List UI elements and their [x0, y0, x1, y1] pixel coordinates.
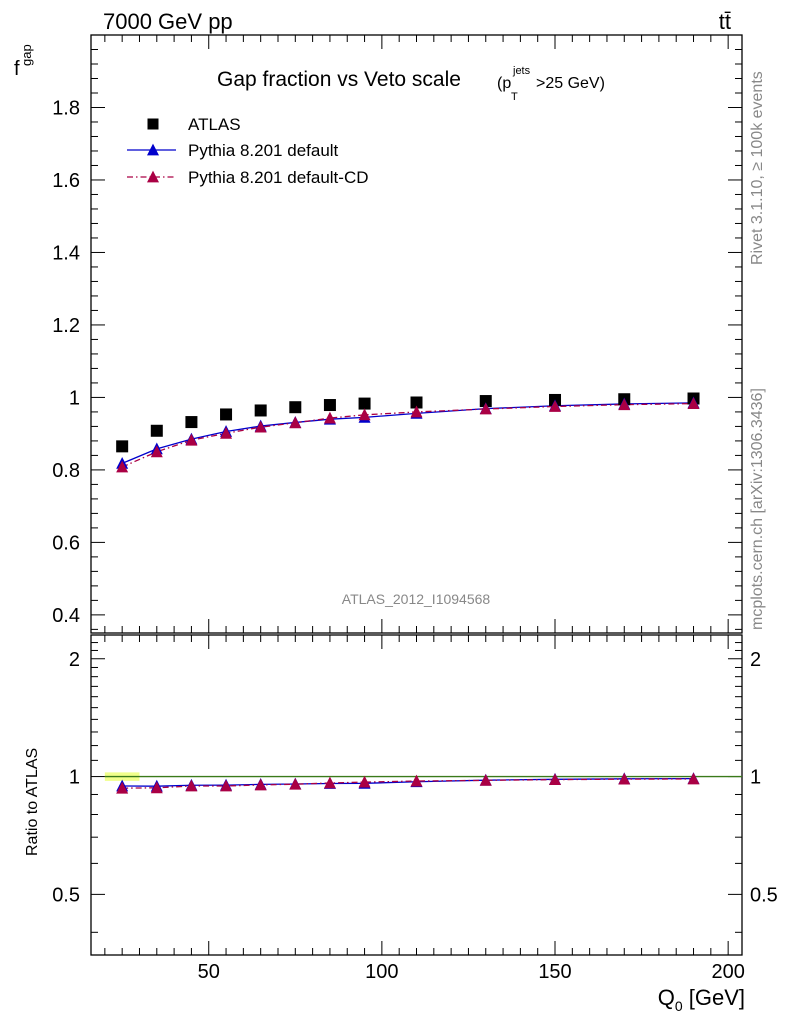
- data-point-triangle: [116, 460, 129, 473]
- ratio-series-line: [122, 777, 694, 787]
- main-y-axis-label: f: [14, 58, 20, 80]
- data-point-triangle: [323, 411, 336, 424]
- data-point-triangle: [358, 408, 371, 421]
- ratio-y-tick-label-right: 0.5: [750, 884, 778, 906]
- ratio-data-point: [358, 775, 371, 788]
- header-left: 7000 GeV pp: [103, 9, 233, 34]
- data-point-atlas: [410, 396, 423, 409]
- data-point-triangle: [479, 402, 492, 415]
- main-y-tick-label: 0.8: [52, 460, 80, 482]
- chart-title-suffix-sub: T: [511, 91, 518, 103]
- ratio-data-point: [150, 781, 163, 794]
- ratio-data-point: [185, 779, 198, 792]
- data-point-triangle: [185, 433, 198, 446]
- main-y-tick-label: 0.4: [52, 605, 80, 627]
- main-y-tick-label: 1.8: [52, 97, 80, 119]
- main-y-tick-label: 1: [69, 387, 80, 409]
- legend-marker-triangle: [147, 170, 159, 183]
- side-text-mcplots: mcplots.cern.ch [arXiv:1306.3436]: [749, 388, 766, 630]
- ratio-data-point: [116, 781, 129, 794]
- header-right: tt̄: [719, 9, 731, 34]
- ratio-y-tick-label: 2: [69, 649, 80, 671]
- ratio-data-point: [220, 779, 233, 792]
- ratio-y-tick-label-right: 1: [750, 767, 761, 789]
- legend-label: Pythia 8.201 default-CD: [188, 168, 369, 187]
- data-point-triangle: [289, 416, 302, 429]
- analysis-watermark: ATLAS_2012_I1094568: [342, 591, 491, 607]
- chart-title-suffix-post: >25 GeV): [536, 75, 605, 92]
- ratio-y-tick-label: 0.5: [52, 884, 80, 906]
- data-point-atlas: [323, 399, 336, 412]
- x-tick-label: 50: [198, 961, 220, 983]
- data-point-triangle: [410, 405, 423, 418]
- main-y-tick-label: 1.6: [52, 170, 80, 192]
- main-y-tick-label: 1.4: [52, 242, 80, 264]
- legend-label: ATLAS: [188, 115, 241, 134]
- ratio-data-point: [254, 778, 267, 791]
- data-point-triangle: [150, 445, 163, 458]
- x-tick-label: 200: [711, 961, 744, 983]
- ratio-data-point: [410, 774, 423, 787]
- data-point-atlas: [185, 416, 198, 429]
- ratio-data-point: [549, 773, 562, 786]
- data-point-atlas: [358, 397, 371, 410]
- legend-label: Pythia 8.201 default: [188, 141, 339, 160]
- side-text-rivet: Rivet 3.1.10, ≥ 100k events: [749, 71, 766, 265]
- ratio-data-point: [323, 776, 336, 789]
- chart-title-suffix-sup: jets: [512, 65, 531, 77]
- main-y-tick-label: 0.6: [52, 532, 80, 554]
- data-point-triangle: [220, 426, 233, 439]
- data-point-atlas: [220, 408, 233, 421]
- data-point-atlas: [150, 424, 163, 437]
- ratio-y-tick-label: 1: [69, 767, 80, 789]
- main-y-axis-label-sub: gap: [19, 44, 34, 66]
- chart-title: Gap fraction vs Veto scale: [217, 68, 461, 91]
- x-tick-label: 150: [538, 961, 571, 983]
- data-point-triangle: [549, 400, 562, 412]
- ratio-data-point: [289, 777, 302, 790]
- data-point-atlas: [116, 440, 129, 453]
- x-tick-label: 100: [365, 961, 398, 983]
- main-y-tick-label: 1.2: [52, 315, 80, 337]
- ratio-data-point: [618, 772, 631, 785]
- ratio-data-point: [479, 773, 492, 786]
- ratio-y-tick-label-right: 2: [750, 649, 761, 671]
- legend-marker-atlas: [147, 118, 159, 130]
- data-point-triangle: [687, 397, 700, 409]
- data-point-atlas: [289, 401, 302, 414]
- chart-title-suffix: (p: [497, 75, 511, 92]
- legend-marker-triangle: [147, 143, 159, 156]
- ratio-data-point: [687, 772, 700, 785]
- ratio-y-axis-label: Ratio to ATLAS: [24, 748, 41, 856]
- ratio-series-line: [122, 778, 694, 789]
- data-point-atlas: [254, 404, 267, 417]
- ratio-frame: [90, 634, 743, 956]
- ratio-panel: 0.5 0.5 1 1 2 2 50 100 150 200 Ratio to ATLAS Q0 [G…: [24, 634, 778, 1014]
- data-point-triangle: [254, 420, 267, 433]
- x-axis-label: Q0 [GeV]: [658, 985, 745, 1014]
- data-point-triangle: [618, 398, 631, 411]
- data-point-atlas: [479, 395, 492, 408]
